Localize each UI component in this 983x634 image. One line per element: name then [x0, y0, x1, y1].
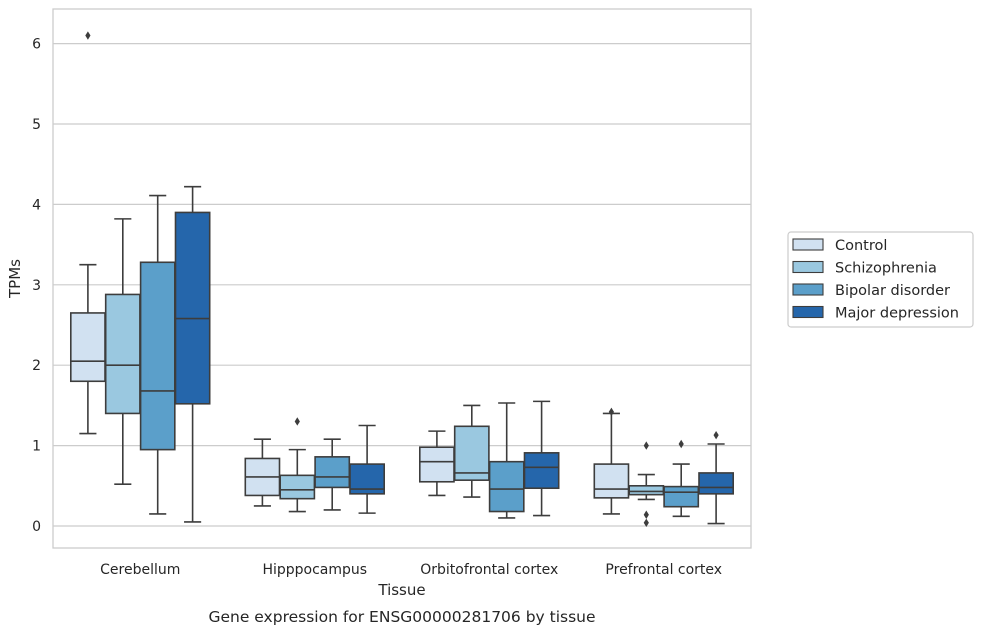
box-major-depression	[698, 430, 735, 525]
x-axis-title: Tissue	[377, 581, 425, 599]
y-tick-labels: 0 1 2 3 4 5 6	[32, 37, 41, 535]
iqr-box	[139, 261, 176, 451]
y-tick-label: 3	[32, 278, 41, 294]
y-tick-label: 6	[32, 37, 41, 53]
legend-swatch	[792, 238, 824, 251]
legend-swatch	[792, 305, 824, 319]
y-tick-label: 0	[32, 519, 41, 535]
legend-label: Bipolar disorder	[835, 283, 950, 299]
boxes	[69, 31, 735, 527]
iqr-box	[523, 452, 560, 490]
legend-swatch	[792, 283, 824, 296]
iqr-box	[279, 474, 316, 500]
iqr-box	[628, 484, 665, 496]
box-schizophrenia	[453, 404, 490, 498]
box-schizophrenia	[279, 417, 316, 513]
box-bipolar-disorder	[314, 438, 351, 511]
legend-label: Schizophrenia	[835, 261, 937, 277]
outlier-point	[294, 417, 300, 426]
box-control	[69, 31, 106, 435]
box-schizophrenia	[628, 441, 665, 527]
outlier-point	[643, 510, 649, 519]
box-control	[244, 438, 281, 507]
iqr-box	[314, 456, 351, 489]
box-bipolar-disorder	[663, 439, 700, 518]
outlier-point	[643, 518, 649, 527]
box-bipolar-disorder	[488, 402, 525, 519]
outlier-point	[643, 441, 649, 450]
box-major-depression	[349, 424, 386, 514]
box-major-depression	[174, 185, 211, 523]
x-tick-label: Prefrontal cortex	[605, 562, 722, 578]
outlier-point	[608, 407, 615, 417]
box-control	[418, 430, 455, 497]
iqr-box	[174, 211, 211, 405]
x-tick-label: Cerebellum	[100, 562, 180, 578]
y-tick-label: 5	[32, 117, 41, 133]
iqr-box	[418, 446, 455, 483]
box-control	[593, 407, 630, 515]
iqr-box	[663, 485, 700, 508]
iqr-box	[488, 460, 525, 513]
box-major-depression	[523, 400, 560, 517]
box-bipolar-disorder	[139, 194, 176, 515]
x-tick-label: Orbitofrontal cortex	[420, 562, 558, 578]
iqr-box	[104, 293, 141, 415]
legend: Control Schizophrenia Bipolar disorder Majo…	[787, 231, 974, 328]
iqr-box	[698, 472, 735, 495]
iqr-box	[453, 425, 490, 481]
legend-frame	[787, 231, 974, 328]
legend-swatch	[792, 260, 824, 274]
y-tick-label: 4	[32, 197, 41, 213]
iqr-box	[593, 463, 630, 499]
iqr-box	[69, 312, 106, 383]
chart-caption: Gene expression for ENSG00000281706 by t…	[208, 608, 595, 626]
outlier-point	[678, 439, 684, 449]
outlier-point	[713, 430, 719, 440]
box-schizophrenia	[104, 218, 141, 485]
y-axis-title: TPMs	[6, 259, 24, 299]
legend-label: Control	[835, 238, 887, 254]
outlier-point	[85, 31, 91, 40]
x-tick-labels: Cerebellum Hipppocampus Orbitofrontal cort…	[100, 562, 722, 578]
legend-label: Major depression	[835, 306, 959, 322]
y-tick-label: 1	[32, 439, 41, 455]
y-tick-label: 2	[32, 358, 41, 374]
x-tick-label: Hipppocampus	[262, 562, 367, 578]
plot-frame	[52, 8, 752, 549]
